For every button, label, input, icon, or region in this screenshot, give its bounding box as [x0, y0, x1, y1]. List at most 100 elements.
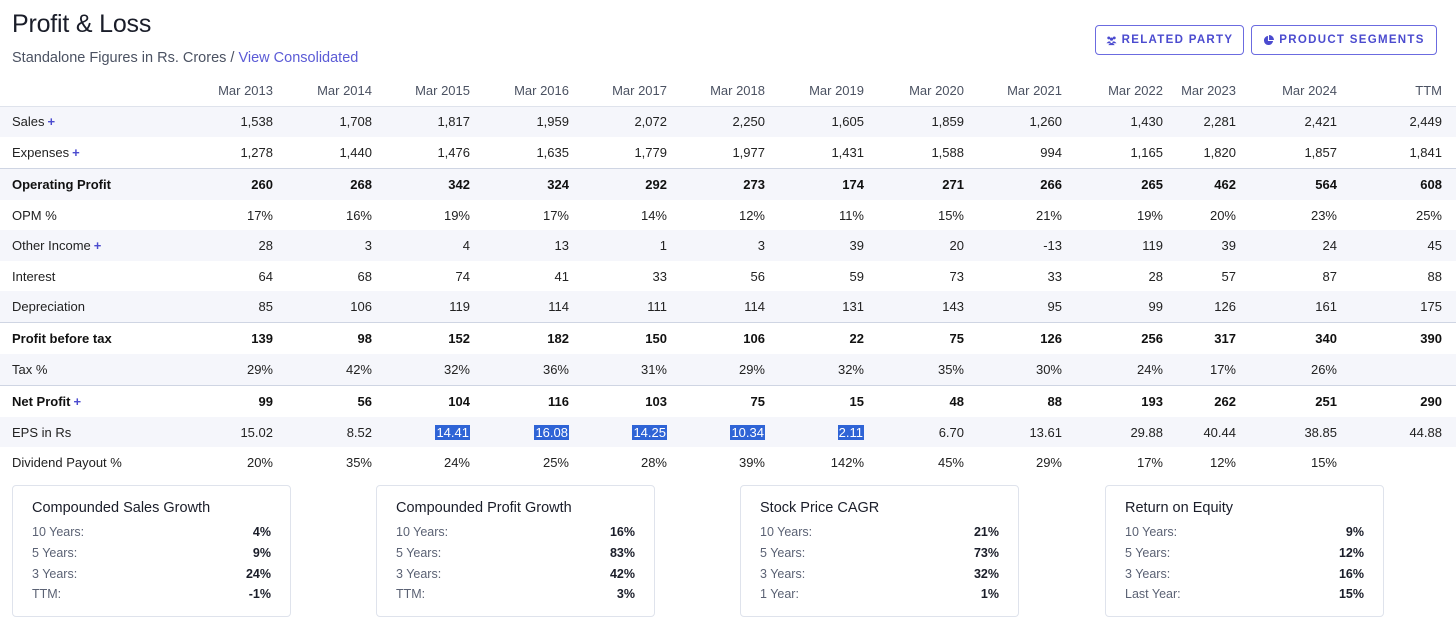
cell-value: 75	[949, 330, 964, 346]
pie-chart-icon	[1264, 34, 1275, 45]
table-cell: 56	[667, 261, 765, 291]
table-cell: 266	[964, 167, 1062, 200]
table-cell: 16.08	[470, 417, 569, 447]
table-cell: 13	[470, 230, 569, 261]
cell-value: 390	[1420, 330, 1442, 346]
cell-value: 1,165	[1130, 144, 1163, 160]
card-row-label: 5 Years:	[396, 546, 442, 561]
cell-value: 28	[1148, 268, 1163, 284]
table-cell	[1337, 354, 1456, 385]
table-cell: 161	[1236, 291, 1337, 322]
card-row-value: 16%	[609, 525, 635, 540]
table-cell: 1	[569, 230, 667, 261]
table-cell: 10.34	[667, 417, 765, 447]
table-cell: 56	[273, 384, 372, 417]
cell-value: 98	[357, 330, 372, 346]
table-row: Operating Profit 260 268 342 324 292 273 174 271…	[0, 167, 1456, 200]
cell-value: 608	[1420, 176, 1442, 192]
table-cell: 256	[1062, 321, 1163, 354]
table-cell: 1,278	[178, 137, 273, 168]
row-label-text: Sales	[12, 114, 45, 130]
table-cell: 1,977	[667, 137, 765, 168]
table-row: Tax % 29% 42% 32% 36% 31% 29% 32% 35% 30% 24% 17% 26…	[0, 354, 1456, 385]
table-cell: 342	[372, 167, 470, 200]
cell-value: 119	[449, 298, 470, 314]
table-cell: 131	[765, 291, 864, 322]
return-on-equity-card: Return on Equity 10 Years: 9% 5 Years: 12% 3 …	[1105, 485, 1384, 617]
cell-value: 31%	[640, 361, 667, 377]
row-label[interactable]: Net Profit +	[0, 384, 178, 417]
cell-value: 64	[258, 268, 273, 284]
table-cell: 99	[178, 384, 273, 417]
card-row-label: TTM:	[396, 587, 426, 602]
cell-value: 33	[652, 268, 667, 284]
view-consolidated-link[interactable]: View Consolidated	[238, 50, 359, 66]
expand-plus-icon[interactable]: +	[93, 238, 102, 253]
row-label[interactable]: Sales +	[0, 106, 178, 137]
cell-value: 29%	[1035, 455, 1062, 470]
table-body: Sales +1,538 1,708 1,817 1,959 2,072 2,250 1,60…	[0, 106, 1456, 478]
row-label-text: Dividend Payout %	[12, 455, 122, 470]
cell-value: 1,635	[536, 144, 569, 160]
row-label-text: Interest	[12, 268, 56, 284]
table-cell: 317	[1163, 321, 1236, 354]
row-label[interactable]: Other Income +	[0, 230, 178, 261]
row-label-text: Profit before tax	[12, 330, 112, 346]
cell-value: 290	[1420, 393, 1442, 409]
table-cell: 273	[667, 167, 765, 200]
cell-value: 17%	[542, 207, 569, 223]
cell-value: 87	[1322, 268, 1337, 284]
table-cell: 33	[569, 261, 667, 291]
cell-value: 35%	[937, 361, 964, 377]
table-cell: 2,281	[1163, 106, 1236, 137]
cell-value: 251	[1315, 393, 1337, 409]
cell-value: 126	[1040, 330, 1062, 346]
cell-value: 22	[849, 330, 864, 346]
table-cell: 24%	[372, 447, 470, 478]
table-cell: 116	[470, 384, 569, 417]
cell-value: 111	[647, 298, 667, 314]
column-header: Mar 2023	[1163, 76, 1236, 107]
cell-value: 1,859	[931, 114, 964, 130]
table-header-row: Mar 2013 Mar 2014 Mar 2015 Mar 2016 Mar …	[0, 76, 1456, 107]
expand-plus-icon[interactable]: +	[47, 114, 56, 130]
table-cell: 390	[1337, 321, 1456, 354]
cell-value: 25%	[1415, 207, 1442, 223]
cell-value: 19%	[1136, 207, 1163, 223]
table-cell: 1,841	[1337, 137, 1456, 168]
cell-value: 85	[258, 298, 273, 314]
card-row-label: Last Year:	[1125, 587, 1181, 602]
table-cell: 143	[864, 291, 964, 322]
expand-plus-icon[interactable]: +	[73, 393, 82, 409]
card-row-value: 12%	[1338, 546, 1364, 561]
subtitle-text: Standalone Figures in Rs. Crores	[12, 50, 227, 66]
table-cell: 75	[667, 384, 765, 417]
cell-value: 119	[1142, 238, 1163, 253]
table-cell: 57	[1163, 261, 1236, 291]
cell-value: 33	[1047, 268, 1062, 284]
cell-value: 42%	[345, 361, 372, 377]
row-label[interactable]: Expenses +	[0, 137, 178, 168]
related-party-button[interactable]: RELATED PARTY	[1095, 25, 1244, 55]
cell-value: 2,281	[1203, 114, 1236, 130]
cell-value: 106	[743, 330, 765, 346]
row-label: OPM %	[0, 200, 178, 230]
card-row-label: 10 Years:	[32, 525, 85, 540]
table-cell: 106	[273, 291, 372, 322]
sales-growth-card: Compounded Sales Growth 10 Years: 4% 5 Year…	[12, 485, 291, 617]
expand-plus-icon[interactable]: +	[72, 144, 80, 160]
cell-value: 45	[1427, 238, 1442, 253]
product-segments-button[interactable]: PRODUCT SEGMENTS	[1251, 25, 1437, 55]
table-cell: 1,635	[470, 137, 569, 168]
cell-value: 29.88	[1130, 424, 1163, 440]
cell-value: 45%	[937, 455, 964, 470]
cell-value: 1,779	[634, 144, 667, 160]
cell-value: 268	[350, 176, 372, 192]
table-cell: 1,440	[273, 137, 372, 168]
row-label: Operating Profit	[0, 167, 178, 200]
table-cell: 17%	[178, 200, 273, 230]
table-cell: 126	[964, 321, 1062, 354]
cell-value: 10.34	[730, 424, 765, 440]
table-cell: 95	[964, 291, 1062, 322]
card-row-label: 3 Years:	[32, 566, 78, 581]
